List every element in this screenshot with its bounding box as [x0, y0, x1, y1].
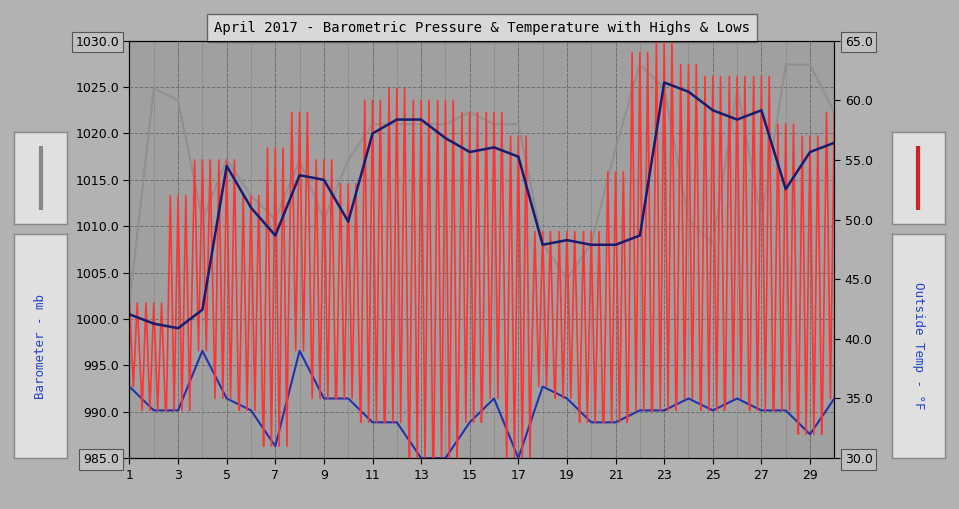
- Text: Barometer - mb: Barometer - mb: [35, 294, 47, 399]
- Title: April 2017 - Barometric Pressure & Temperature with Highs & Lows: April 2017 - Barometric Pressure & Tempe…: [214, 21, 750, 36]
- Text: Outside Temp - °F: Outside Temp - °F: [912, 282, 924, 410]
